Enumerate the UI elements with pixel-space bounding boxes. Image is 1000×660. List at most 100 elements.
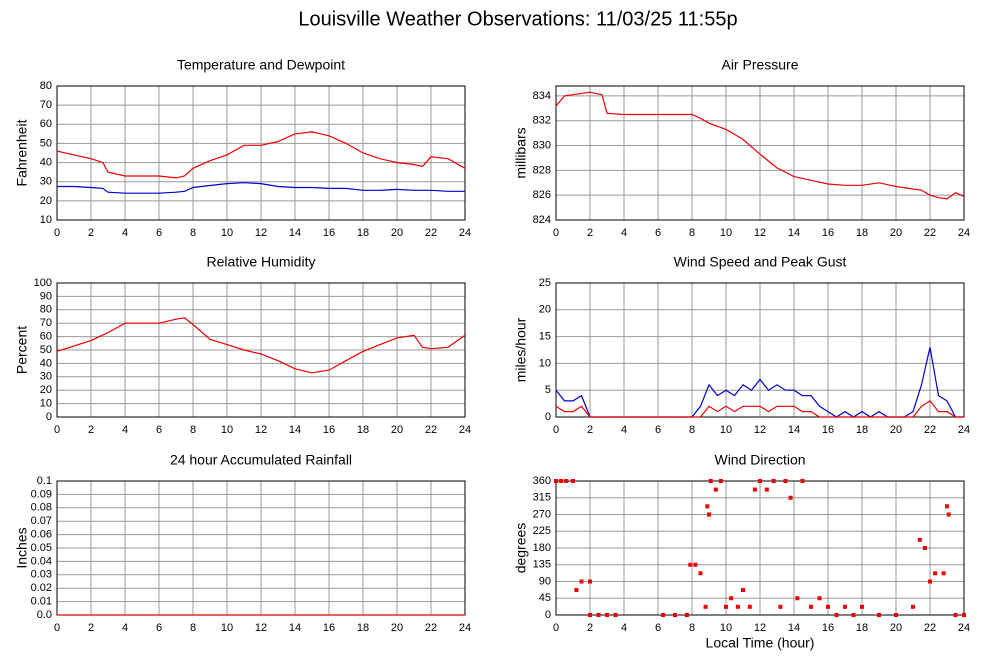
x-tick-label: 24 [459, 622, 471, 634]
data-point [698, 571, 703, 576]
data-point [834, 613, 839, 617]
x-tick-label: 10 [221, 227, 233, 239]
data-line [57, 182, 465, 194]
data-point [788, 495, 793, 500]
x-tick-label: 6 [156, 622, 162, 634]
y-tick-label: 45 [539, 592, 551, 604]
x-tick-label: 0 [54, 622, 60, 634]
y-tick-label: 60 [40, 331, 52, 343]
x-tick-label: 8 [689, 227, 695, 239]
y-tick-label: 0.04 [31, 555, 52, 567]
data-point [817, 596, 822, 601]
data-point [703, 604, 708, 609]
y-tick-label: 50 [40, 344, 52, 356]
y-tick-label: 135 [533, 559, 551, 571]
data-point [729, 596, 734, 601]
y-axis-label: Inches [14, 527, 30, 568]
x-tick-label: 10 [221, 424, 233, 436]
x-tick-label: 16 [323, 424, 335, 436]
x-tick-label: 4 [122, 622, 128, 634]
data-point [851, 613, 856, 617]
x-tick-label: 8 [689, 622, 695, 634]
data-line [56, 317, 466, 374]
x-tick-label: 4 [621, 622, 627, 634]
x-tick-label: 4 [621, 424, 627, 436]
y-tick-label: 0.0 [37, 609, 52, 621]
chart-title: Air Pressure [721, 57, 798, 73]
x-tick-label: 14 [289, 227, 301, 239]
data-line [555, 91, 965, 200]
x-tick-label: 16 [822, 622, 834, 634]
chart-title: Temperature and Dewpoint [177, 57, 345, 73]
y-tick-label: 0.09 [31, 488, 52, 500]
x-tick-label: 16 [822, 227, 834, 239]
data-point [684, 613, 689, 617]
plot-frame [56, 85, 466, 221]
x-tick-label: 22 [924, 424, 936, 436]
data-point [795, 596, 800, 601]
x-tick-label: 6 [156, 227, 162, 239]
x-tick-label: 10 [221, 622, 233, 634]
data-point [741, 588, 745, 593]
data-point [860, 604, 864, 609]
x-axis-label: Local Time (hour) [706, 635, 815, 651]
x-tick-label: 24 [459, 424, 471, 436]
data-point [693, 562, 698, 567]
data-point [928, 579, 932, 584]
data-point [917, 537, 922, 542]
x-tick-label: 22 [425, 227, 437, 239]
data-point [705, 504, 710, 509]
data-point [922, 546, 927, 550]
data-line [56, 131, 466, 179]
data-point [724, 604, 728, 609]
x-tick-label: 10 [720, 227, 732, 239]
y-tick-label: 40 [40, 156, 52, 168]
data-point [933, 571, 938, 576]
plot-frame [56, 282, 466, 418]
x-tick-label: 12 [754, 424, 766, 436]
x-tick-label: 20 [890, 227, 902, 239]
y-tick-label: 50 [40, 137, 52, 149]
data-point [579, 579, 584, 584]
y-tick-label: 80 [40, 304, 52, 316]
data-point [613, 613, 618, 617]
x-tick-label: 2 [587, 424, 593, 436]
y-tick-label: 270 [533, 508, 551, 520]
y-tick-label: 834 [533, 90, 551, 102]
y-tick-label: 70 [40, 317, 52, 329]
data-point [713, 487, 718, 492]
y-tick-label: 5 [545, 384, 551, 396]
x-tick-label: 6 [156, 424, 162, 436]
x-tick-label: 24 [958, 424, 970, 436]
y-tick-label: 10 [539, 357, 551, 369]
data-point [953, 613, 958, 617]
y-tick-label: 10 [40, 214, 52, 226]
y-tick-label: 70 [40, 99, 52, 111]
data-point [826, 604, 830, 609]
y-tick-label: 180 [533, 542, 551, 554]
page-title: Louisville Weather Observations: 11/03/2… [298, 8, 737, 30]
x-tick-label: 18 [856, 622, 868, 634]
y-tick-label: 824 [533, 214, 551, 226]
x-tick-label: 2 [587, 227, 593, 239]
data-point [778, 604, 783, 609]
y-tick-label: 828 [533, 164, 551, 176]
data-point [877, 613, 881, 617]
x-tick-label: 18 [856, 424, 868, 436]
x-tick-label: 14 [788, 424, 800, 436]
data-point [758, 479, 762, 483]
data-point [588, 613, 592, 617]
data-point [707, 512, 711, 517]
y-tick-label: 0.08 [31, 502, 52, 514]
y-tick-label: 40 [40, 357, 52, 369]
y-tick-label: 90 [40, 290, 52, 302]
data-point [554, 479, 558, 483]
data-point [752, 487, 757, 492]
x-tick-label: 22 [924, 227, 936, 239]
data-line [555, 400, 964, 418]
data-point [941, 571, 946, 576]
x-tick-label: 24 [459, 227, 471, 239]
data-point [661, 613, 666, 617]
y-tick-label: 0 [46, 411, 52, 423]
